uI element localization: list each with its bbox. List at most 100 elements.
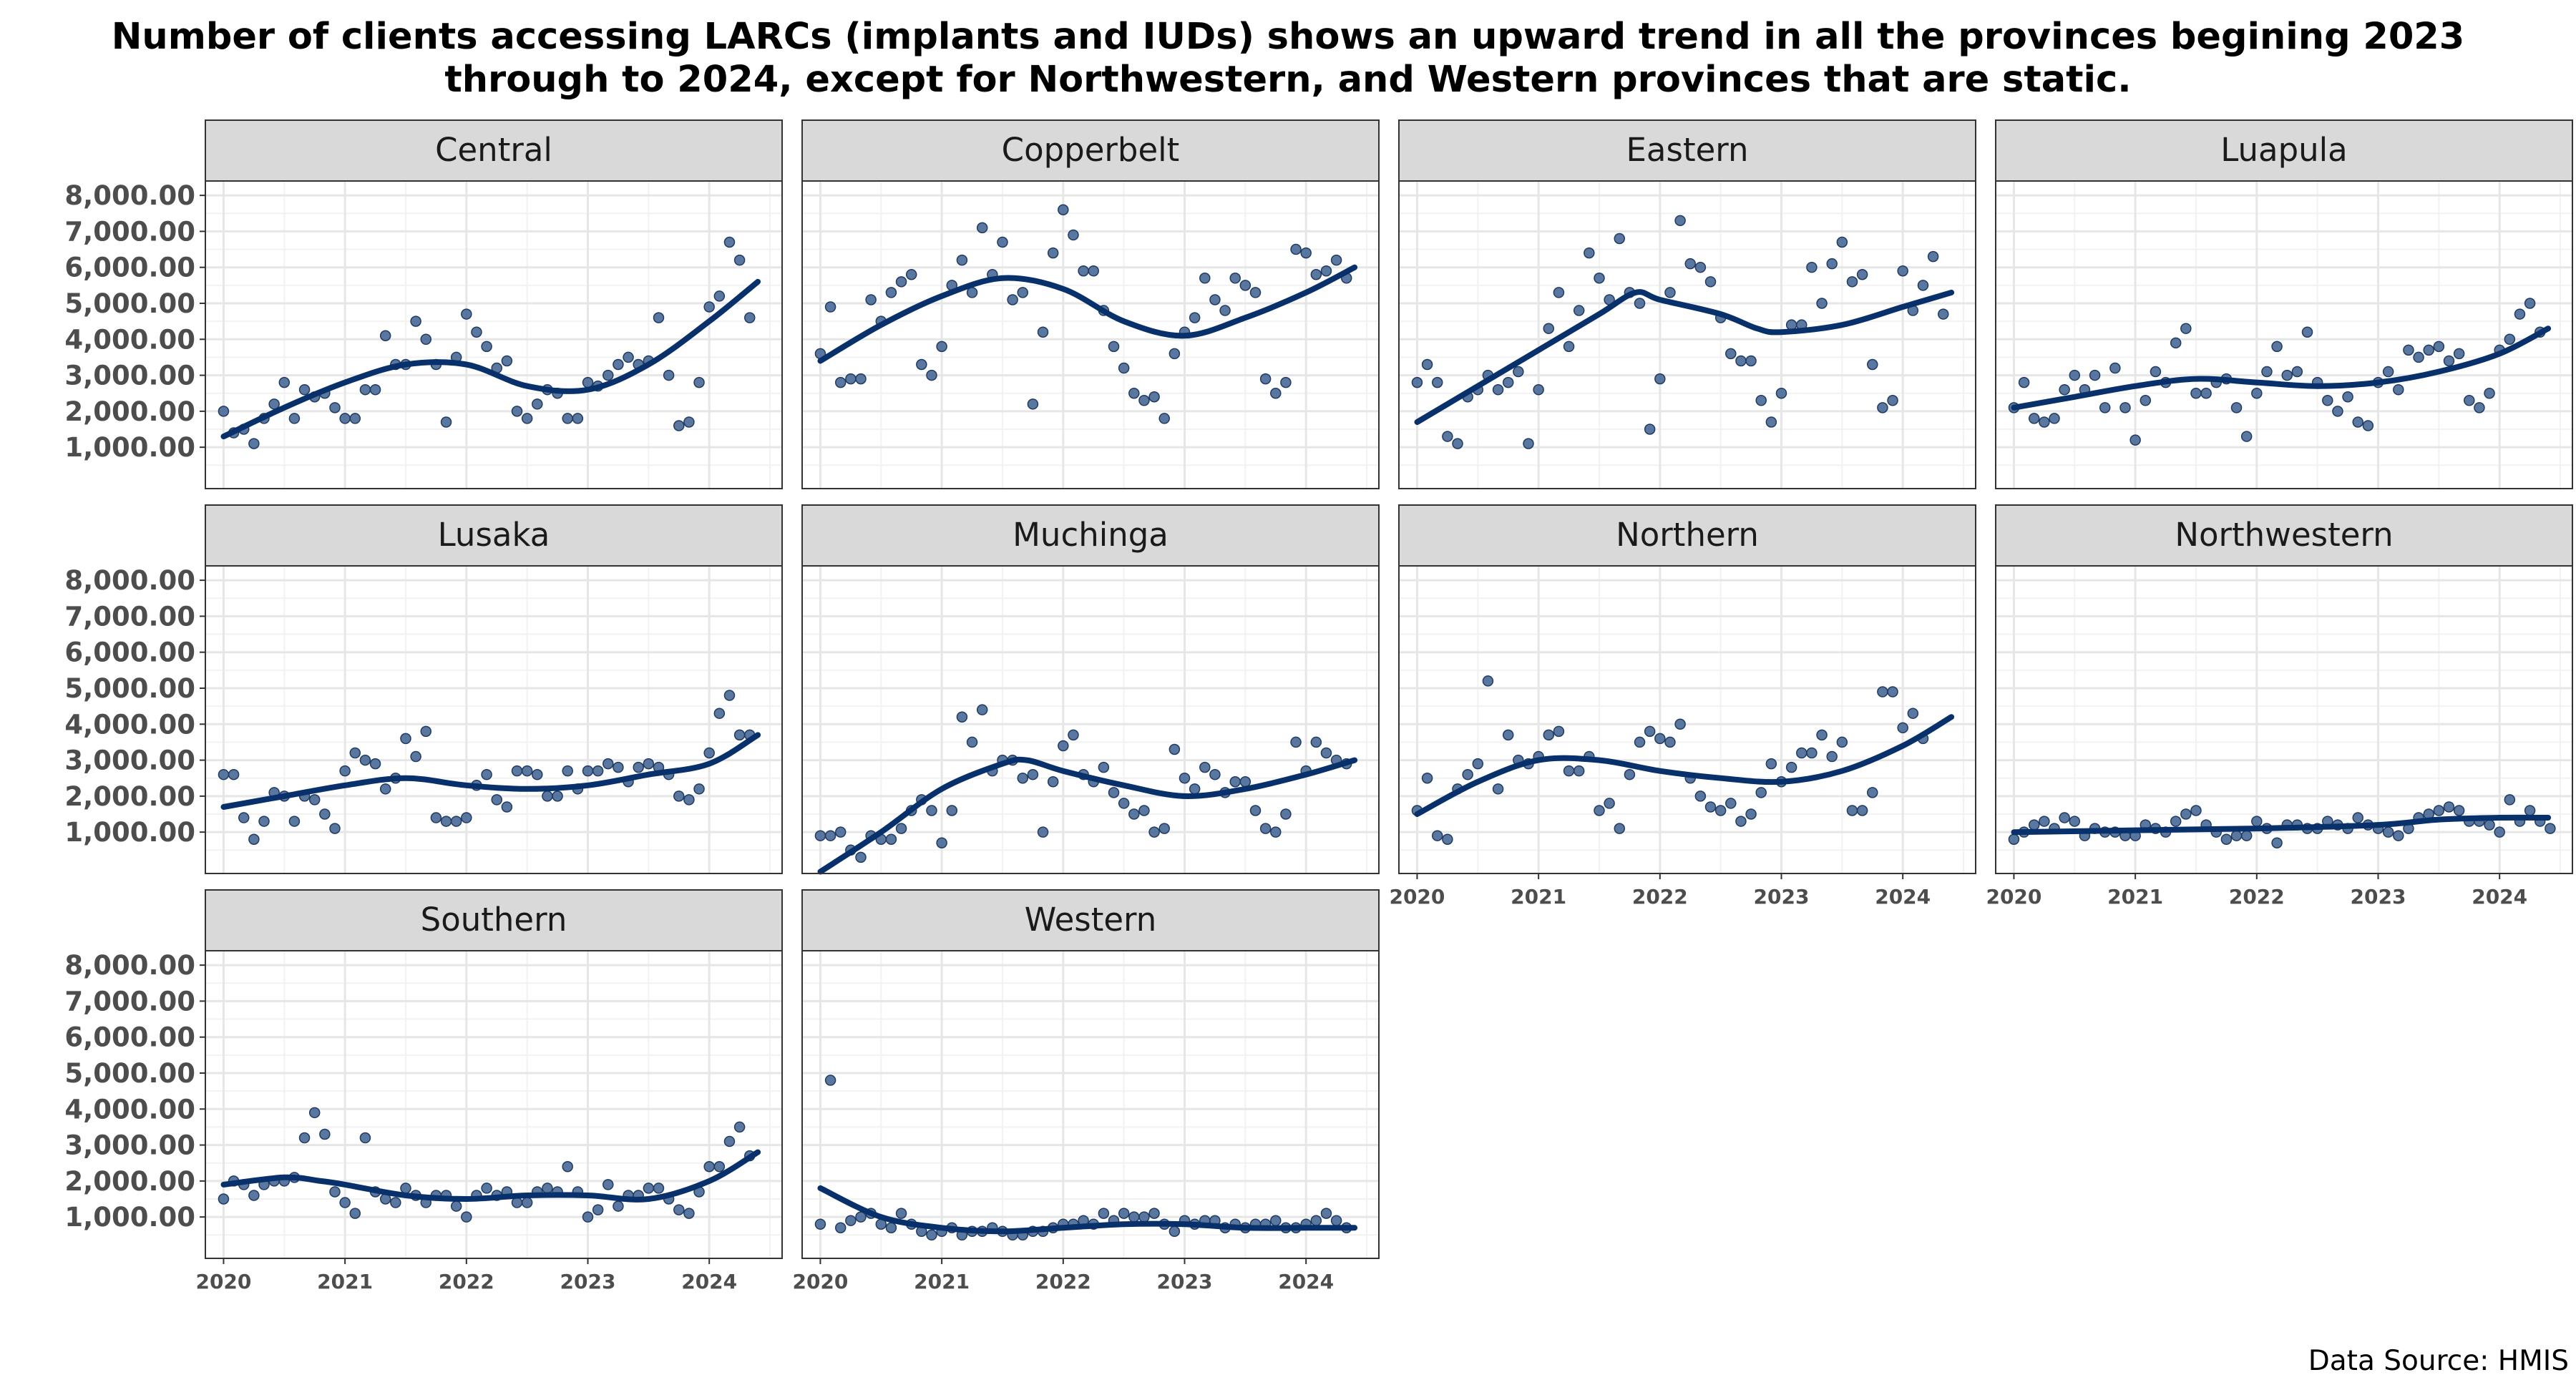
trend-line (1414, 714, 1955, 817)
data-point (2352, 812, 2363, 823)
data-point (582, 1211, 594, 1223)
plot-background (1399, 181, 1976, 489)
data-point (288, 816, 301, 827)
x-tick-label: 2021 (317, 1270, 373, 1293)
data-point (2403, 344, 2414, 356)
strip-label: Western (1025, 901, 1157, 939)
data-point (2261, 366, 2273, 378)
data-point (2504, 794, 2516, 806)
y-tick-label: 5,000.00 (64, 673, 195, 704)
data-point (2271, 341, 2283, 353)
data-point (1725, 798, 1737, 809)
data-point (2251, 387, 2263, 399)
data-point (349, 413, 361, 424)
panel-border (1398, 565, 1976, 874)
data-point (2484, 819, 2495, 831)
trend-line (817, 264, 1358, 364)
data-point (218, 768, 230, 780)
data-point (1664, 736, 1676, 748)
data-point (511, 765, 523, 777)
data-point (602, 369, 614, 381)
data-point (410, 750, 421, 763)
data-point (329, 402, 341, 413)
data-point (288, 413, 301, 424)
y-tick-label: 3,000.00 (64, 745, 195, 776)
strip-label: Luapula (2220, 131, 2348, 169)
data-point (2433, 805, 2445, 816)
data-point (258, 816, 270, 827)
panel-muchinga: Muchinga (801, 504, 1380, 875)
data-point (1128, 387, 1140, 399)
plot-background (1399, 566, 1976, 873)
data-point (845, 1215, 857, 1226)
data-point (1330, 1215, 1342, 1226)
trend-line (1414, 289, 1955, 425)
data-point (2200, 387, 2212, 399)
data-point (1806, 261, 1818, 273)
data-point (349, 1208, 361, 1219)
x-tick-label: 2020 (792, 1270, 848, 1293)
data-point (349, 747, 361, 759)
data-point (2453, 805, 2465, 816)
data-point (1856, 805, 1868, 816)
strip-label: Muchinga (1013, 516, 1169, 554)
data-point (2494, 826, 2505, 838)
data-point (1543, 323, 1555, 334)
data-point (400, 1183, 411, 1194)
data-point (1654, 733, 1666, 745)
data-point (1765, 416, 1777, 428)
data-point (2423, 344, 2434, 356)
data-point (966, 287, 978, 298)
data-point (1816, 729, 1828, 741)
data-point (1887, 395, 1898, 406)
data-point (501, 355, 513, 367)
data-point (1492, 383, 1504, 396)
plot-background (1996, 181, 2572, 489)
data-point (1553, 725, 1565, 738)
data-point (1128, 808, 1140, 820)
data-point (613, 761, 624, 773)
data-point (733, 254, 746, 266)
data-point (1704, 276, 1717, 288)
trend-line (2011, 814, 2552, 836)
data-point (673, 420, 685, 431)
data-point (653, 1183, 665, 1194)
data-source-caption: Data Source: HMIS (2308, 1345, 2569, 1377)
strip-label: Lusaka (438, 516, 550, 554)
data-point (1047, 247, 1059, 259)
strip-northwestern (1995, 504, 2573, 567)
data-point (2514, 308, 2526, 320)
panel-border (1995, 180, 2573, 489)
data-point (1249, 805, 1262, 816)
data-point (339, 765, 351, 777)
data-point (2240, 431, 2253, 442)
data-point (1229, 776, 1241, 788)
data-point (461, 1211, 472, 1223)
data-point (450, 1200, 462, 1212)
data-point (1877, 686, 1888, 698)
strip-copperbelt (801, 119, 1380, 182)
data-point (268, 398, 280, 410)
data-point (1138, 1211, 1150, 1223)
data-point (1320, 1208, 1332, 1219)
data-point (905, 269, 917, 280)
data-point (1513, 366, 1524, 378)
data-point (1634, 298, 1646, 309)
y-tick-label: 2,000.00 (64, 1166, 195, 1197)
data-point (1755, 787, 1767, 798)
data-point (602, 758, 614, 770)
trend-line (220, 732, 761, 810)
data-point (248, 833, 260, 845)
data-point (369, 383, 381, 396)
facet-panels: Central 1,000.00 2,000.00 3,000.00 4,000.00 5… (64, 119, 2573, 1293)
panel-border (205, 180, 783, 489)
data-point (885, 287, 897, 298)
data-point (359, 1132, 371, 1144)
data-point (359, 754, 371, 766)
x-tick-label: 2021 (1511, 885, 1566, 909)
y-tick-label: 1,000.00 (64, 432, 195, 463)
x-tick-label: 2020 (195, 1270, 251, 1293)
data-point (1856, 269, 1868, 280)
data-point (308, 794, 321, 806)
data-point (814, 1218, 826, 1230)
